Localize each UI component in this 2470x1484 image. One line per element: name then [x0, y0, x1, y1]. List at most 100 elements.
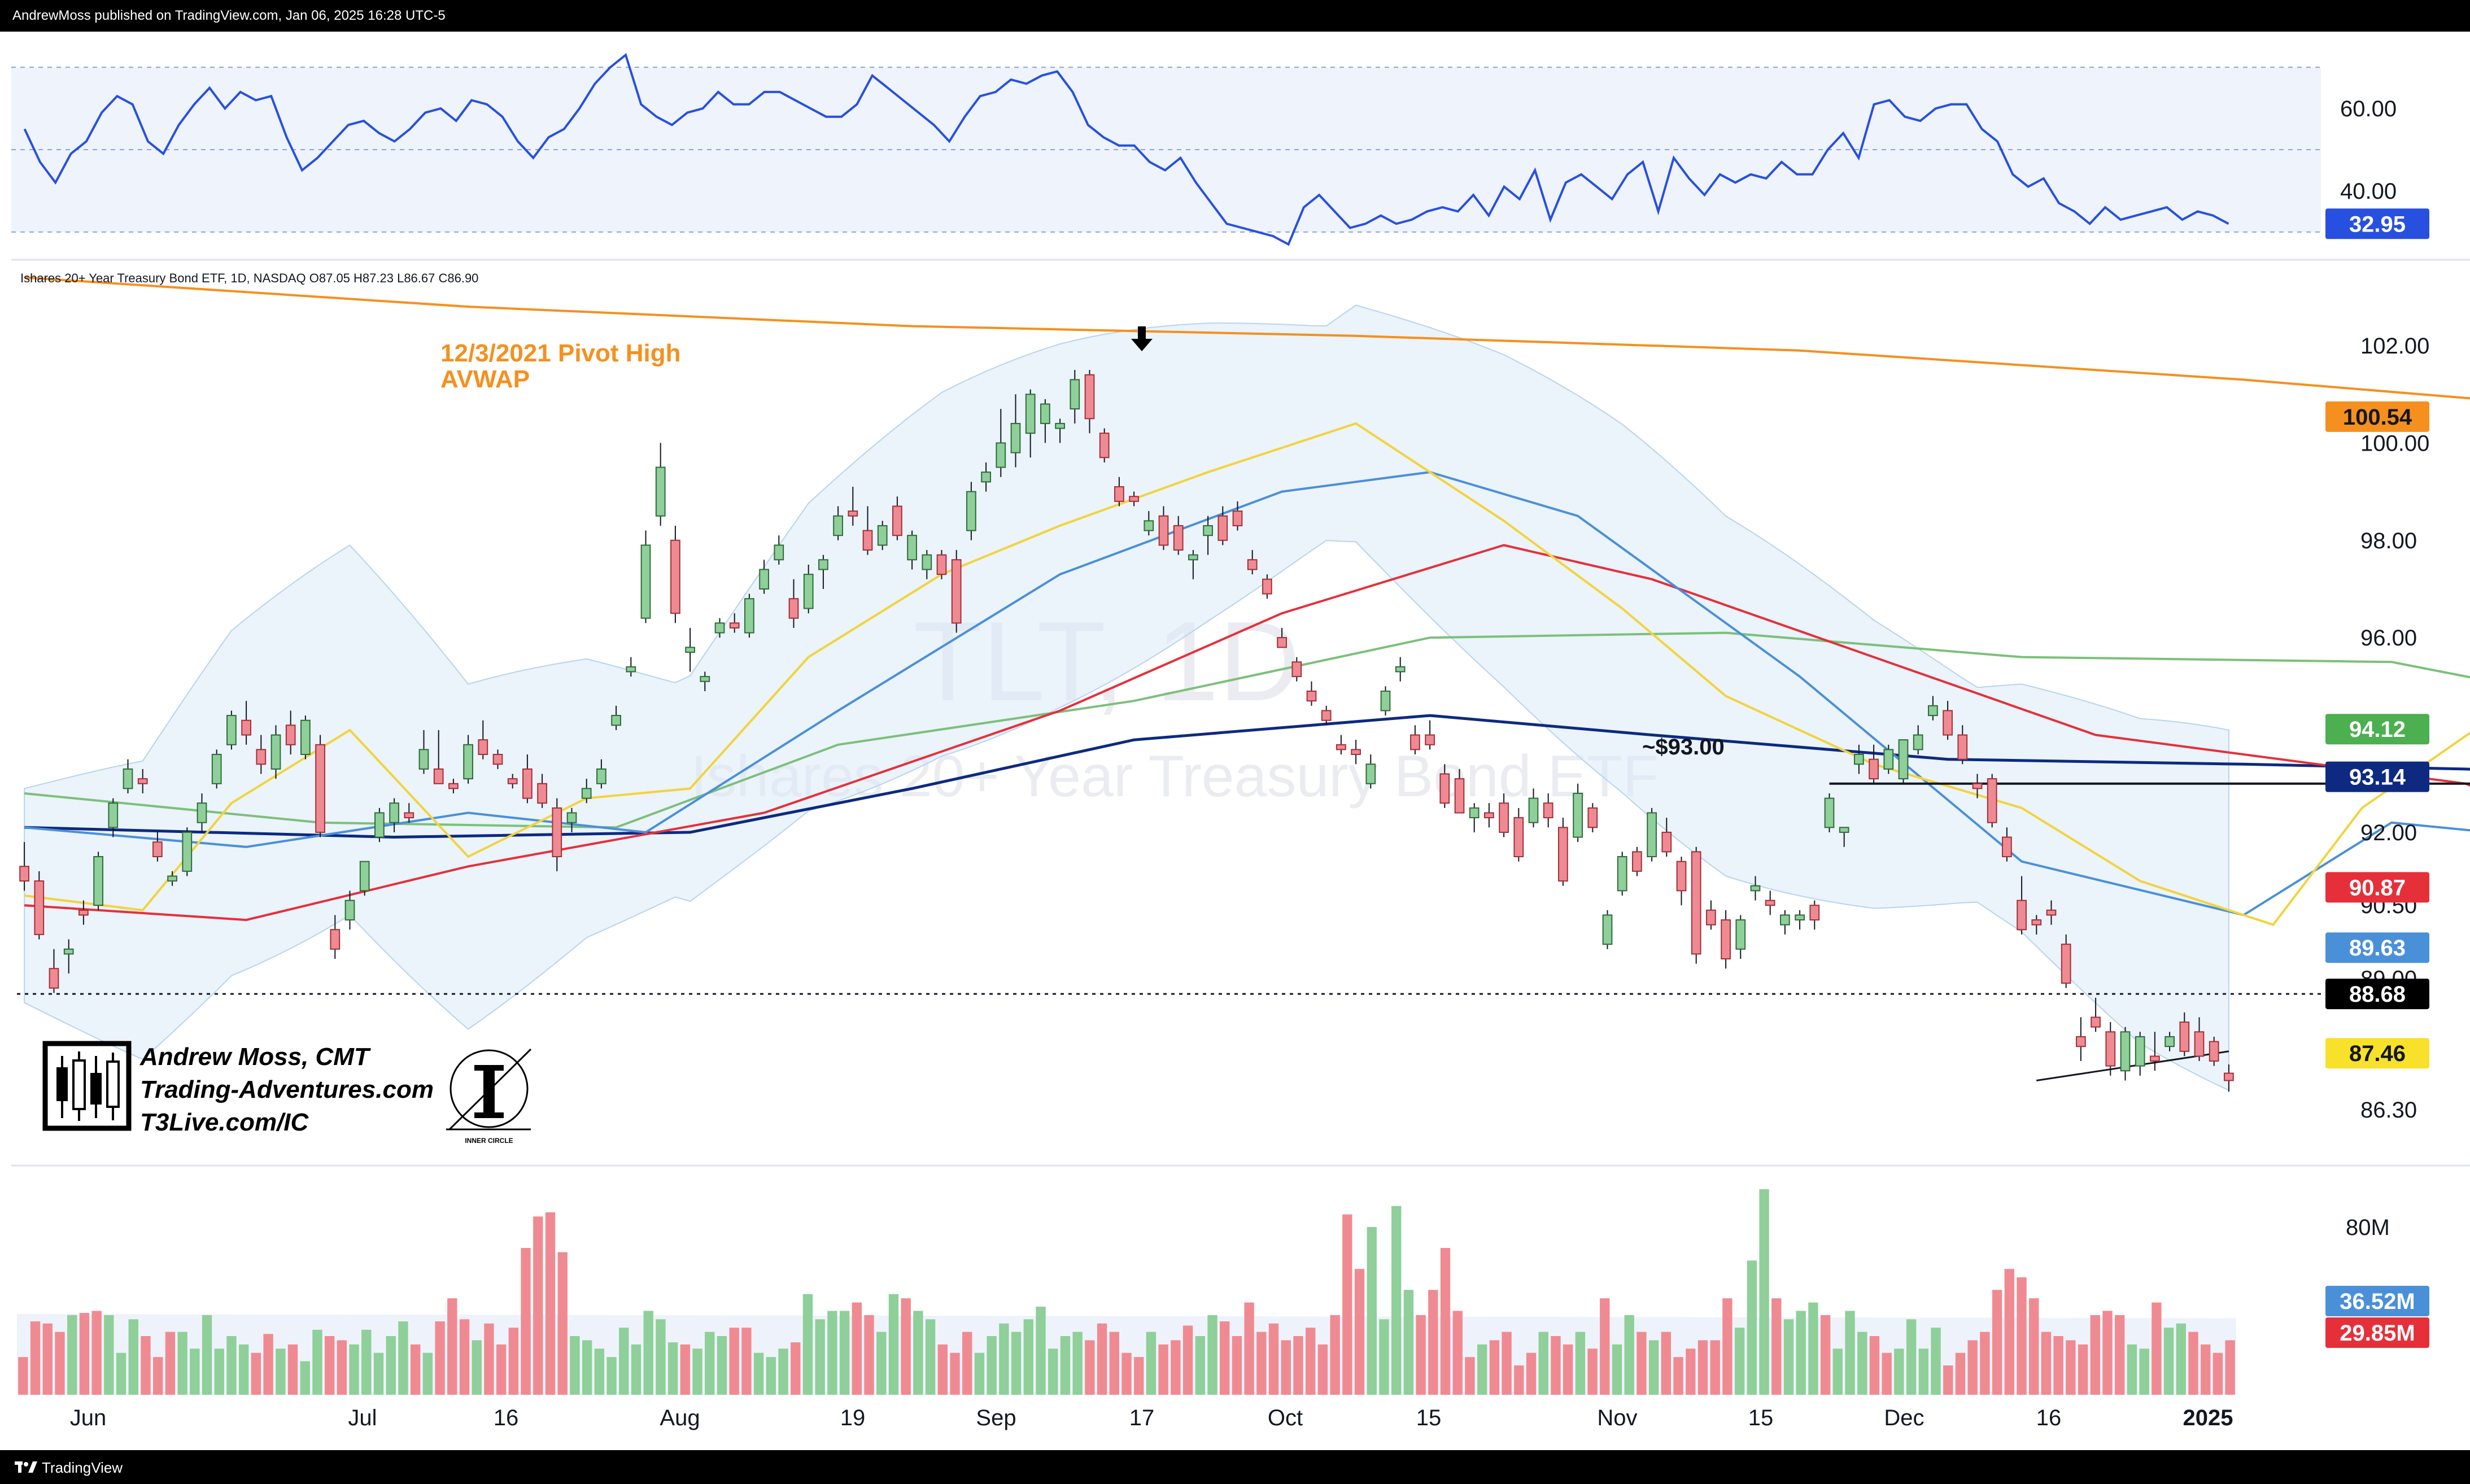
volume-bar [312, 1329, 322, 1395]
candle-body [744, 598, 754, 634]
candle [34, 871, 45, 940]
candle [1351, 740, 1361, 765]
candle [1809, 900, 1820, 930]
volume-bar [1342, 1214, 1352, 1395]
volume-bar [1992, 1290, 2002, 1395]
candle-body [1365, 763, 1376, 784]
candle-body [759, 569, 769, 590]
candle-body [1055, 422, 1065, 429]
candle [1321, 705, 1332, 726]
candle-body [63, 948, 74, 955]
volume-bar [165, 1332, 176, 1395]
candle-body [1217, 515, 1228, 541]
candle-body [1750, 885, 1761, 892]
price-badge-label: 100.54 [2343, 405, 2412, 430]
candle-body [566, 812, 577, 823]
volume-bar [1171, 1340, 1181, 1395]
author-site[interactable]: Trading-Adventures.com [140, 1076, 434, 1103]
candle [581, 779, 592, 804]
candle-logo-frame [42, 1041, 132, 1131]
candle [1425, 720, 1435, 750]
volume-bar [116, 1352, 126, 1395]
candle-body [1987, 778, 1997, 823]
candle-body [418, 749, 429, 770]
candle-body [478, 739, 488, 756]
symbol-legend[interactable]: Ishares 20+ Year Treasury Bond ETF, 1D, … [20, 271, 478, 285]
candle [1380, 686, 1391, 716]
candle [2209, 1036, 2219, 1066]
volume-bar [459, 1319, 470, 1395]
volume-bar [2017, 1277, 2027, 1395]
x-tick-label: Nov [1597, 1406, 1637, 1430]
volume-bar [435, 1321, 445, 1395]
candle-body [1898, 739, 1909, 780]
chart-canvas[interactable]: TLT, 1D Ishares 20+ Year Treasury Bond E… [0, 0, 2470, 1450]
price-badge-label: 94.12 [2349, 717, 2406, 742]
candle-body [1513, 817, 1524, 858]
price-badge-label: 87.46 [2349, 1041, 2406, 1066]
volume-bar [1244, 1302, 1254, 1395]
candle-body [1484, 812, 1494, 819]
candle-body [818, 559, 828, 570]
volume-bar [1502, 1332, 1512, 1395]
candle-body [774, 544, 784, 561]
candle [1247, 550, 1258, 575]
volume-bar [557, 1252, 568, 1395]
candle-body [404, 812, 414, 819]
candle-body [966, 491, 976, 531]
volume-bar [692, 1348, 702, 1395]
candle [2105, 1022, 2116, 1076]
volume-bar [901, 1298, 911, 1395]
rsi-tick-label: 40.00 [2340, 179, 2397, 204]
volume-bar [876, 1332, 887, 1395]
volume-bar [1845, 1311, 1855, 1395]
volume-bar [1722, 1298, 1733, 1395]
volume-bar [1906, 1319, 1917, 1395]
candle-body [1573, 792, 1583, 838]
candle-body [803, 574, 814, 609]
candle [1824, 793, 1835, 832]
author-link[interactable]: T3Live.com/IC [140, 1108, 309, 1136]
candle-body [1351, 749, 1361, 756]
volume-bar [1697, 1340, 1708, 1395]
candle [1617, 852, 1627, 896]
candle-body [862, 530, 873, 551]
candle [1928, 696, 1938, 721]
candle-body [1869, 758, 1879, 780]
volume-bar [1918, 1348, 1929, 1395]
candle [1040, 399, 1050, 443]
candle-body [1321, 710, 1332, 721]
publish-credit: AndrewMoss published on TradingView.com,… [12, 8, 446, 23]
volume-bar [91, 1311, 102, 1395]
candle [907, 530, 917, 570]
volume-bar [1330, 1315, 1340, 1395]
volume-bar [1146, 1332, 1157, 1395]
candle-body [1232, 510, 1243, 526]
volume-bar [251, 1352, 261, 1395]
candle-body [34, 880, 45, 935]
price-tick-label: 96.00 [2360, 626, 2417, 651]
volume-bar [1783, 1319, 1794, 1395]
volume-bar [2152, 1302, 2162, 1395]
candle [1188, 550, 1198, 579]
candle [1084, 370, 1095, 434]
candle [611, 705, 621, 730]
price-badge-box [2325, 979, 2429, 1010]
candle-body [1425, 734, 1435, 745]
candle-body [1336, 744, 1346, 750]
volume-bar [1158, 1344, 1168, 1395]
candle [433, 730, 444, 784]
volume-bar [1048, 1348, 1058, 1395]
candle [1410, 725, 1420, 755]
candle-body [1632, 851, 1642, 872]
candle [892, 496, 902, 540]
candle [922, 550, 932, 579]
candle [1173, 516, 1184, 555]
price-tick-label: 100.00 [2360, 431, 2429, 456]
candle [2091, 997, 2101, 1032]
candle-body [714, 622, 725, 634]
candle-body [981, 472, 991, 483]
volume-bar [1955, 1352, 1966, 1395]
price-badge-label: 90.87 [2349, 875, 2406, 900]
ma-line-sma_navy [24, 714, 2470, 839]
